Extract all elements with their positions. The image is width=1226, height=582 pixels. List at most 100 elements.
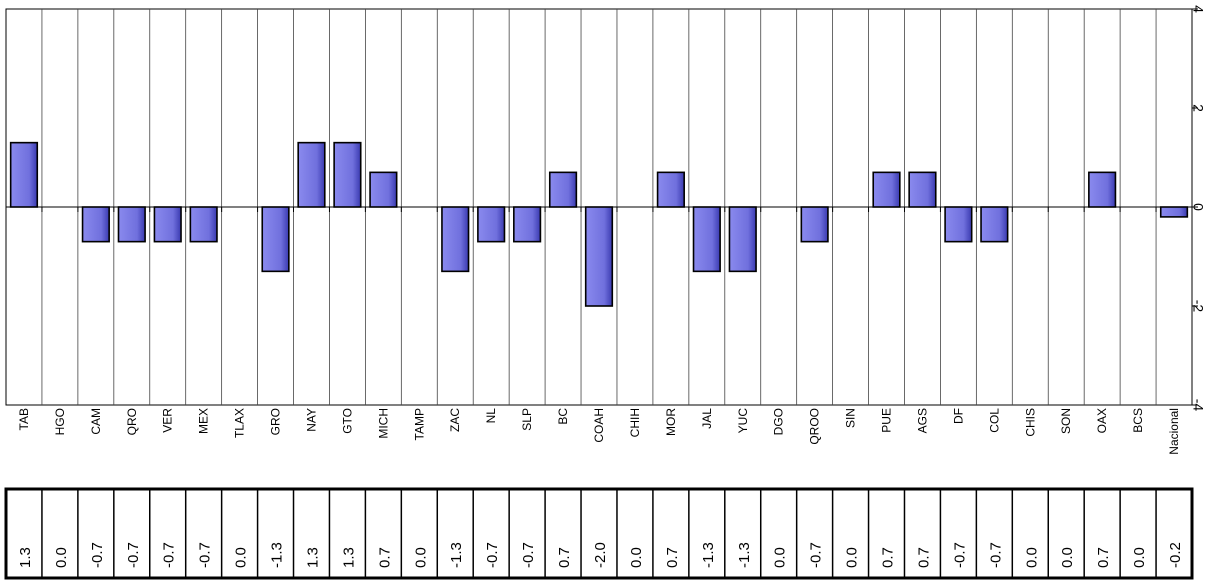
bar-oax [1088,171,1117,208]
category-label: CHIH [628,408,642,437]
bar-nay [297,141,326,208]
category-label: DF [951,408,965,424]
bar-bc [548,171,578,208]
category-label: QRO [125,408,139,435]
category-label: TLAX [233,408,247,438]
data-table-value: 0.0 [233,547,250,568]
bar-ver [153,206,182,243]
category-label: DGO [772,408,786,435]
category-label: SIN [844,408,858,428]
data-table-value: 0.0 [1059,547,1076,568]
data-table-value: 0.7 [664,547,681,568]
bar-gto [333,141,362,208]
bar-cam [81,206,110,243]
y-tick-label: -4 [1191,399,1207,412]
category-label: SLP [520,408,534,431]
category-labels: TAB HGO CAM QRO VER MEX TLAX GRO NAY GTO MICH TAMP Z… [17,408,1181,455]
data-table-value: 1.3 [304,547,321,568]
bar-nl [477,206,506,243]
bar-qroo [800,206,829,243]
category-label: BCS [1131,408,1145,433]
bar-slp [513,206,542,243]
bar-yuc [728,206,757,273]
category-label: MOR [664,408,678,436]
bar-jal [692,206,721,273]
bar-mex [189,206,218,243]
bar-pue [872,171,901,208]
data-table-value: 1.3 [17,547,34,568]
y-tick-label: -2 [1191,300,1207,313]
data-table-value: 0.0 [772,547,789,568]
data-table-value: -1.3 [700,542,717,568]
bar-zac [441,206,470,273]
category-label: GRO [269,408,283,435]
data-table-value: -0.7 [89,542,106,568]
category-label: COL [987,408,1001,433]
data-table-value: -1.3 [448,542,465,568]
category-label: JAL [700,408,714,429]
data-table-frame [4,487,1194,580]
category-label: TAMP [412,408,426,440]
y-tick-label: 2 [1191,104,1207,112]
category-label: HGO [53,408,67,435]
data-table-value: -0.7 [161,542,178,568]
value-axis: 4 2 0 -2 -4 [1191,5,1207,411]
category-label: MEX [197,408,211,434]
bar-tab [9,141,39,208]
data-table-value: 0.0 [1023,547,1040,568]
data-table-value: 0.0 [844,547,861,568]
data-table-value: -1.3 [736,542,753,568]
data-table-value: -0.7 [484,542,501,568]
data-table: 1.3 0.0 -0.7 -0.7 -0.7 -0.7 0.0 -1.3 1.3 1.3 0.7 0.… [4,487,1194,580]
bar-df [944,206,973,243]
category-label: VER [161,408,175,433]
data-table-value: 0.7 [915,547,932,568]
plot-area [5,8,1193,406]
category-label: GTO [340,408,354,434]
y-tick-label: 0 [1191,203,1207,211]
category-label: OAX [1095,408,1109,433]
bar-nacional [1159,206,1189,218]
category-label: CAM [89,408,103,435]
category-label: AGS [915,408,929,433]
data-table-value: -0.2 [1167,542,1184,568]
bar-mich [369,171,398,208]
category-label: TAB [17,408,31,430]
category-label: SON [1059,408,1073,434]
category-label: QROO [808,408,822,445]
category-label: BC [556,408,570,425]
category-label: Nacional [1167,408,1181,455]
category-label: PUE [880,408,894,433]
data-table-value: 1.3 [340,547,357,568]
bar-coah [584,206,614,307]
bar-col [980,206,1009,243]
data-table-value: -0.7 [197,542,214,568]
data-table-value: -2.0 [592,542,609,568]
bar-gro [261,206,290,273]
category-label: ZAC [448,408,462,432]
y-tick-label: 4 [1191,5,1207,13]
data-table-value: -0.7 [808,542,825,568]
data-table-value: -0.7 [987,542,1004,568]
data-table-value: -0.7 [951,542,968,568]
data-table-value: 0.0 [53,547,70,568]
data-table-value: 0.0 [1131,547,1148,568]
data-table-value: -0.7 [520,542,537,568]
data-table-value: 0.7 [1095,547,1112,568]
category-label: MICH [376,408,390,439]
category-label: YUC [736,408,750,434]
bar-ags [908,171,937,208]
category-label: CHIS [1023,408,1037,437]
data-table-value: 0.7 [880,547,897,568]
bar-qro [117,206,146,243]
category-label: NL [484,408,498,424]
data-table-value: 0.0 [412,547,429,568]
data-table-value: -1.3 [269,542,286,568]
data-table-value: -0.7 [125,542,142,568]
category-label: NAY [304,408,318,432]
category-label: COAH [592,408,606,443]
data-table-value: 0.0 [628,547,645,568]
data-table-value: 0.7 [556,547,573,568]
data-table-value: 0.7 [376,547,393,568]
